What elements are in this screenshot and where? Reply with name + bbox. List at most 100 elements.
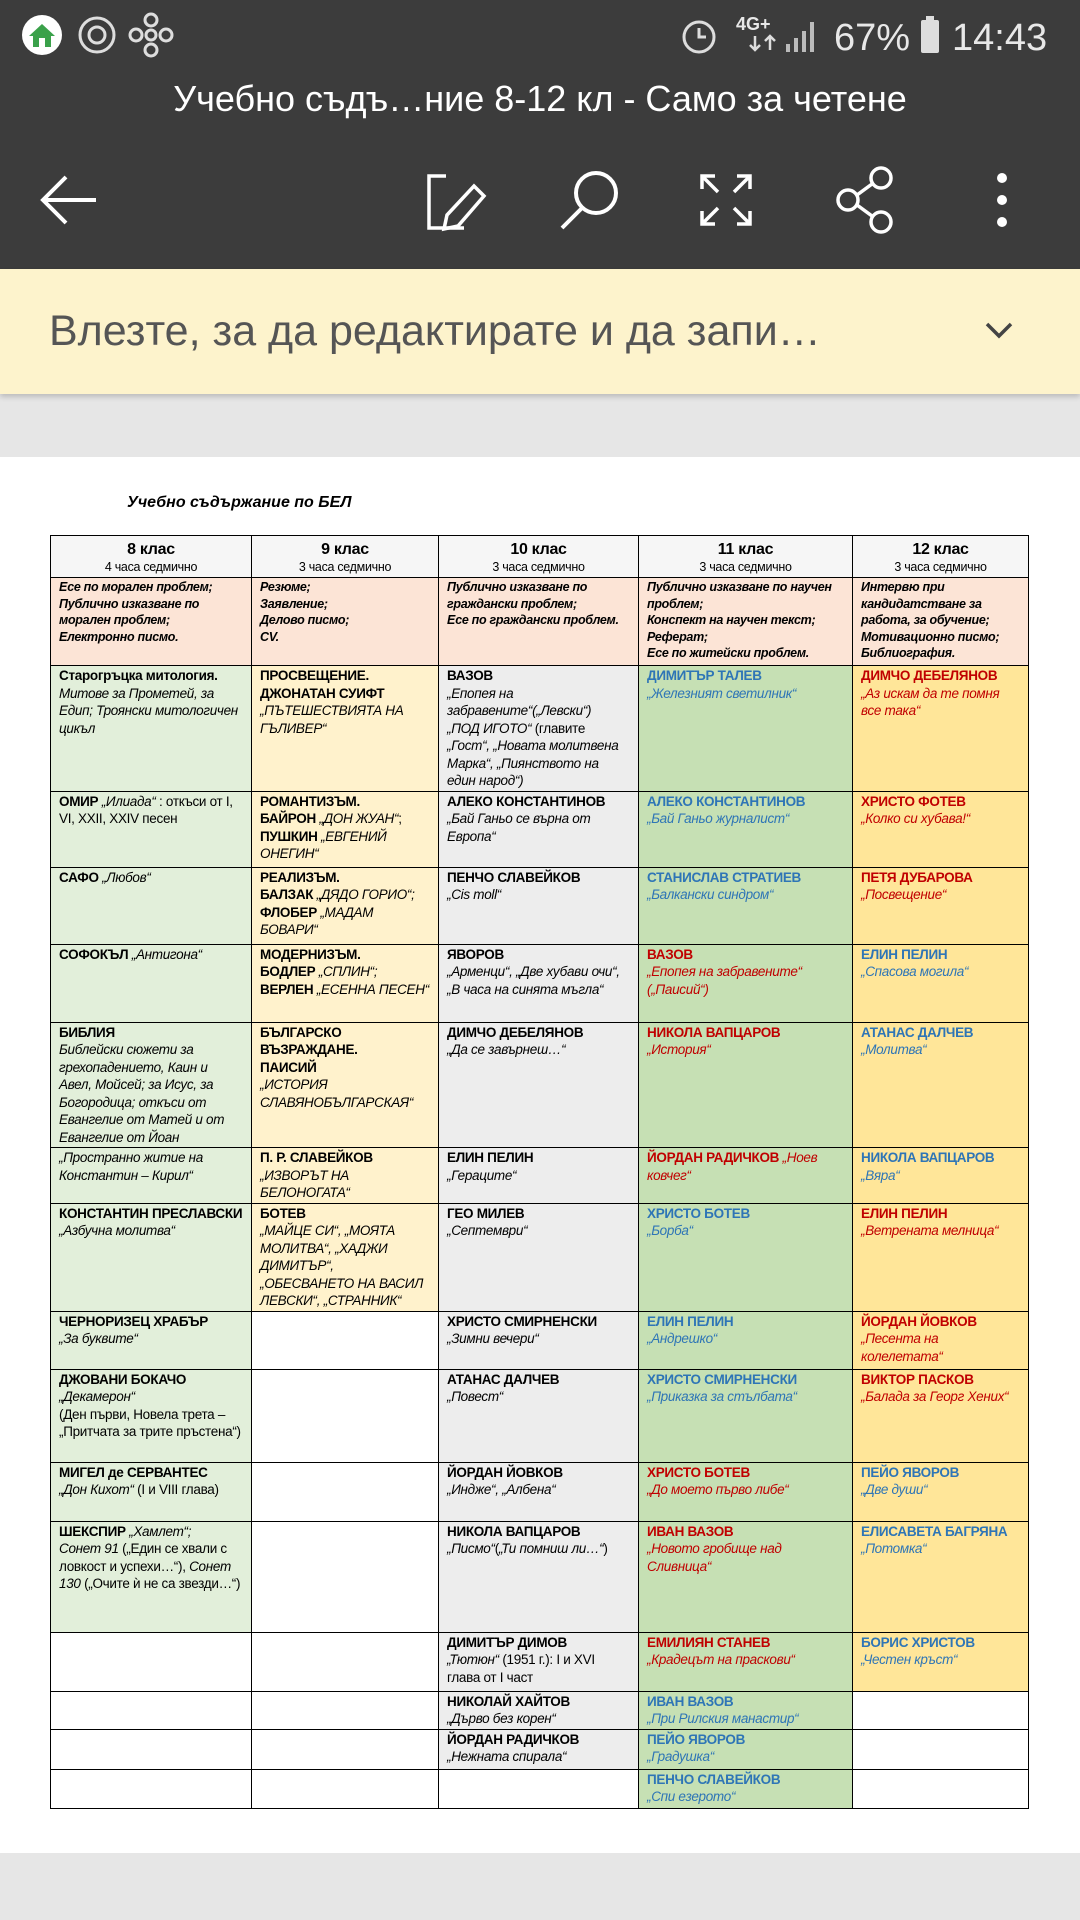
cell-text: БОДЛЕР — [260, 964, 316, 979]
signal-icon — [786, 22, 814, 52]
banner-text[interactable]: Влезте, за да редактирате и да запи… — [49, 307, 821, 355]
cell-text: „Cis moll“ — [447, 887, 501, 902]
cell-text: „Ти помниш ли…“ — [498, 1541, 604, 1556]
cell-text: „Борба“ — [647, 1223, 693, 1238]
share-button[interactable] — [836, 166, 893, 234]
table-cell: ЧЕРНОРИЗЕЦ ХРАБЪР „За буквите“ — [50, 1310, 252, 1370]
cell-text: „СПЛИН“; — [315, 964, 378, 979]
cell-text: „Новото гробище над Сливница“ — [647, 1541, 782, 1574]
cell-text: „Приказка за стълбата“ — [647, 1389, 797, 1404]
table-cell: ЙОРДАН ЙОВКОВ „Индже“, „Албена“ — [438, 1461, 639, 1522]
cell-text: Публично изказване по научен проблем; — [647, 580, 832, 611]
table-row: ДИМИТЪР ДИМОВ „Тютюн“ (1951 г.): I и XVI … — [50, 1631, 1029, 1692]
document-title: Учебно съдъ…ние 8-12 кл - Само за четене — [173, 78, 907, 119]
cell-text: Мотивационно писмо; — [861, 629, 1000, 644]
fullscreen-button[interactable] — [700, 174, 752, 226]
cell-text: „ИЗВОРЪТ НА БЕЛОНОГАТА“ — [260, 1167, 350, 1201]
header-cell: 10 клас 3 часа седмично — [438, 535, 639, 578]
cell-text: Сонет 130 — [59, 1558, 231, 1592]
cell-text: ЕЛИН ПЕЛИН — [861, 1205, 948, 1221]
cell-text: (главите — [531, 720, 586, 736]
cell-text: „ЕВГЕНИЙ ОНЕГИН“ — [260, 828, 387, 862]
data-arrows — [749, 34, 776, 52]
table-cell: „Пространно житие на Константин – Кирил“ — [50, 1147, 252, 1204]
sign-in-banner[interactable]: Влезте, за да редактирате и да запи… — [0, 269, 1080, 394]
table-cell: ВАЗОВ „Епопея на забравените“ („Паисий“) — [638, 943, 853, 1023]
cell-text: ХРИСТО СМИРНЕНСКИ — [647, 1371, 797, 1387]
cell-text: CV. — [260, 629, 279, 644]
empty-cell — [251, 1368, 439, 1463]
table-cell: Резюме; Заявление; Делово писмо; CV. — [251, 577, 439, 666]
table-cell: ШЕКСПИР „Хамлет“; Сонет 91 („Един се хвал… — [50, 1520, 252, 1633]
table-cell: ЙОРДАН ЙОВКОВ „Песента на колелетата“ — [852, 1310, 1029, 1370]
table-cell: СОФОКЪЛ „Антигона“ — [50, 943, 252, 1023]
table-cell: АЛЕКО КОНСТАНТИНОВ „Бай Ганьо се върна от… — [438, 790, 639, 868]
cell-text: „Илиада“ — [98, 793, 156, 809]
cell-text: „ДОН ЖУАН“ — [315, 811, 399, 826]
cell-text: ДИМИТЪР ТАЛЕВ — [647, 668, 762, 683]
table-row: СОФОКЪЛ „Антигона“ МОДЕРНИЗЪМ. БОДЛЕР „СПЛ… — [50, 943, 1029, 1023]
cell-text: НИКОЛА ВАПЦАРОВ — [647, 1024, 781, 1040]
back-button[interactable] — [40, 175, 96, 225]
cell-text: „Арменци“, „Две хубави очи“, „В часа на … — [447, 964, 620, 997]
cell-text: МИГЕЛ де СЕРВАНТЕС — [59, 1464, 208, 1480]
more-button[interactable] — [997, 173, 1007, 227]
cell-text: (I и VIII глава) — [133, 1482, 219, 1497]
battery-percent: 67% — [834, 17, 910, 59]
cell-text: ФЛОБЕР — [260, 904, 317, 920]
cell-text: БИБЛИЯ — [59, 1024, 115, 1040]
table-cell: БИБЛИЯ Библейски сюжети за грехопадението… — [50, 1021, 252, 1148]
edit-button[interactable] — [427, 174, 487, 232]
cell-text: КОНСТАНТИН ПРЕСЛАВСКИ — [59, 1205, 243, 1221]
cell-text: ИВАН ВАЗОВ — [647, 1523, 734, 1539]
table-cell: БОРИС ХРИСТОВ „Честен кръст“ — [852, 1631, 1029, 1692]
cell-text: ПРОСВЕЩЕНИЕ. ДЖОНАТАН СУИФТ — [260, 668, 385, 701]
table-cell: ПЕТЯ ДУБАРОВА „Посвещение“ — [852, 866, 1029, 945]
table-cell: ЕЛИН ПЕЛИН „Андрешко“ — [638, 1310, 853, 1370]
cell-text: РЕАЛИЗЪМ. — [260, 869, 340, 885]
cell-text: „Потомка“ — [861, 1541, 927, 1556]
empty-cell — [251, 1310, 439, 1370]
cell-text: БАЙРОН — [260, 811, 316, 826]
cell-text: Реферат; — [647, 629, 708, 644]
table-row: БИБЛИЯ Библейски сюжети за грехопадението… — [50, 1021, 1029, 1148]
cell-text: Публично изказване по граждански проблем… — [447, 580, 588, 611]
cell-text: АТАНАС ДАЛЧЕВ — [861, 1024, 974, 1040]
cell-text: „За буквите“ — [59, 1331, 138, 1346]
cell-text: „Ноев ковчег“ — [647, 1150, 818, 1183]
table-cell: МИГЕЛ де СЕРВАНТЕС „Дон Кихот“ (I и VIII … — [50, 1461, 252, 1522]
cell-text: Публично изказване по морален проблем; — [59, 596, 200, 628]
cell-text: ИВАН ВАЗОВ — [647, 1693, 734, 1709]
table-row: ДЖОВАНИ БОКАЧО „Декамерон“ (Ден първи, Нов… — [50, 1368, 1029, 1463]
cell-text: ) — [603, 1541, 608, 1556]
cell-text: Интервю при кандидатстване за работа, за… — [861, 580, 990, 627]
cell-text: ЙОРДАН ЙОВКОВ — [861, 1313, 977, 1329]
cell-text: „ИСТОРИЯ СЛАВЯНОБЪЛГАРСКАЯ“ — [260, 1077, 414, 1110]
empty-cell — [50, 1690, 252, 1730]
table-cell: АТАНАС ДАЛЧЕВ „Молитва“ — [852, 1021, 1029, 1148]
cell-text: „Зимни вечери“ — [447, 1331, 539, 1346]
cell-text: „Писмо“ — [447, 1541, 495, 1556]
cell-text: : откъси от I, VI, XXII, XXIV песен — [59, 793, 233, 827]
table-cell: РЕАЛИЗЪМ. БАЛЗАК „ДЯДО ГОРИО“; ФЛОБЕР „МАД… — [251, 866, 439, 945]
cell-text: АЛЕКО КОНСТАНТИНОВ — [447, 793, 606, 809]
table-row: НИКОЛАЙ ХАЙТОВ „Дърво без корен“ ИВАН ВАЗО… — [50, 1690, 1029, 1730]
cell-text: Резюме; — [260, 580, 311, 594]
grade-title: 12 клас — [912, 540, 969, 558]
cell-text: „Да се завърнеш…“ — [447, 1042, 566, 1057]
cell-text: „Вяра“ — [861, 1167, 900, 1183]
cell-text: „Хамлет“; — [125, 1523, 192, 1539]
cell-text: ПЕНЧО СЛАВЕЙКОВ — [447, 869, 581, 885]
cell-text: „Крадецът на праскови“ — [647, 1652, 795, 1667]
weekly-hours: 3 часа седмично — [894, 559, 987, 574]
cell-text: (1951 г.): I и XVI глава от I част — [447, 1652, 595, 1685]
document-page: Учебно съдържание по БЕЛ 8 клас 4 часа се… — [0, 457, 1080, 1853]
cell-text: БОТЕВ — [260, 1205, 306, 1221]
cell-text: Есе по житейски проблем. — [647, 646, 809, 660]
table-cell: ОМИР „Илиада“ : откъси от I, VI, XXII, X… — [50, 790, 252, 868]
table-cell: ЙОРДАН РАДИЧКОВ „Ноев ковчег“ — [638, 1147, 853, 1204]
cell-text: САФО — [59, 869, 99, 885]
search-button[interactable] — [560, 171, 618, 230]
cell-text: ПАИСИЙ — [260, 1059, 317, 1075]
